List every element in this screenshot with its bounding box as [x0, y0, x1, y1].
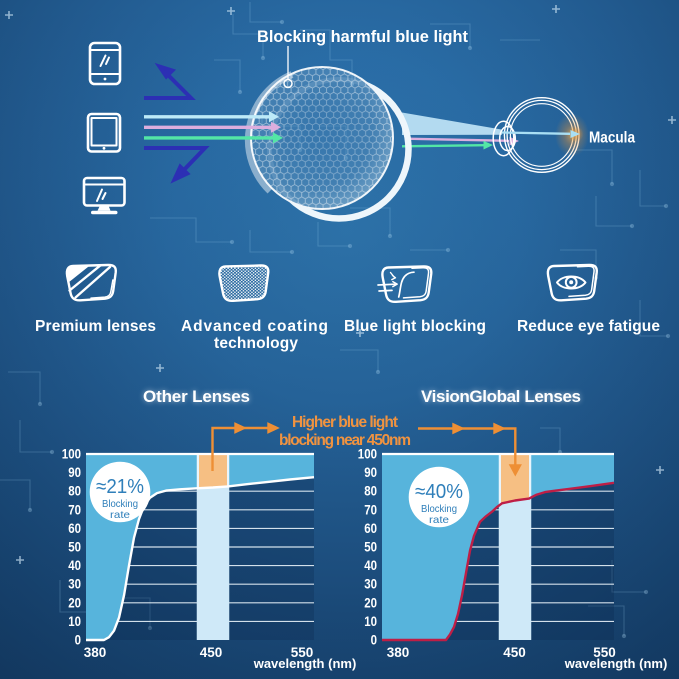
- svg-text:10: 10: [364, 614, 377, 629]
- svg-text:60: 60: [68, 521, 81, 536]
- svg-text:≈40%: ≈40%: [415, 480, 463, 503]
- svg-text:Blocking: Blocking: [421, 503, 457, 515]
- svg-text:Higher blue light: Higher blue light: [292, 414, 398, 431]
- svg-text:50: 50: [68, 540, 81, 555]
- svg-text:Blocking harmful blue light: Blocking harmful blue light: [257, 27, 468, 46]
- svg-text:50: 50: [364, 540, 377, 555]
- svg-text:20: 20: [68, 595, 81, 610]
- svg-text:blocking near 450nm: blocking near 450nm: [279, 432, 411, 449]
- svg-text:10: 10: [68, 614, 81, 629]
- svg-text:0: 0: [75, 633, 82, 648]
- svg-text:VisionGlobal Lenses: VisionGlobal Lenses: [421, 387, 581, 406]
- svg-text:Advanced coating: Advanced coating: [181, 318, 328, 335]
- svg-text:40: 40: [364, 558, 377, 573]
- svg-text:380: 380: [84, 645, 107, 660]
- svg-text:100: 100: [358, 447, 377, 462]
- svg-text:≈21%: ≈21%: [96, 475, 144, 498]
- svg-text:550: 550: [291, 645, 314, 660]
- svg-text:Other Lenses: Other Lenses: [143, 387, 250, 406]
- svg-text:90: 90: [364, 465, 377, 480]
- svg-text:70: 70: [364, 502, 377, 517]
- svg-text:technology: technology: [214, 335, 298, 352]
- svg-text:20: 20: [364, 595, 377, 610]
- svg-text:rate: rate: [429, 514, 449, 526]
- svg-text:80: 80: [364, 484, 377, 499]
- svg-text:550: 550: [593, 645, 616, 660]
- svg-text:450: 450: [200, 645, 223, 660]
- svg-text:Blue light blocking: Blue light blocking: [344, 318, 486, 335]
- svg-text:380: 380: [387, 645, 410, 660]
- svg-text:60: 60: [364, 521, 377, 536]
- svg-text:100: 100: [62, 447, 81, 462]
- svg-text:80: 80: [68, 484, 81, 499]
- svg-text:30: 30: [364, 577, 377, 592]
- svg-text:Premium lenses: Premium lenses: [35, 318, 156, 335]
- svg-text:450: 450: [503, 645, 526, 660]
- svg-text:30: 30: [68, 577, 81, 592]
- svg-text:40: 40: [68, 558, 81, 573]
- svg-text:Macula: Macula: [589, 130, 635, 147]
- svg-text:70: 70: [68, 502, 81, 517]
- svg-text:rate: rate: [110, 509, 130, 521]
- svg-text:VisionGlobal Lenses: VisionGlobal Lenses: [421, 387, 581, 406]
- svg-text:90: 90: [68, 465, 81, 480]
- svg-text:wavelength (nm): wavelength (nm): [253, 656, 357, 671]
- svg-text:Other Lenses: Other Lenses: [143, 387, 250, 406]
- svg-text:Reduce eye fatigue: Reduce eye fatigue: [517, 318, 660, 335]
- svg-text:wavelength (nm): wavelength (nm): [564, 656, 668, 671]
- svg-text:Blocking: Blocking: [102, 498, 138, 510]
- svg-text:0: 0: [371, 633, 378, 648]
